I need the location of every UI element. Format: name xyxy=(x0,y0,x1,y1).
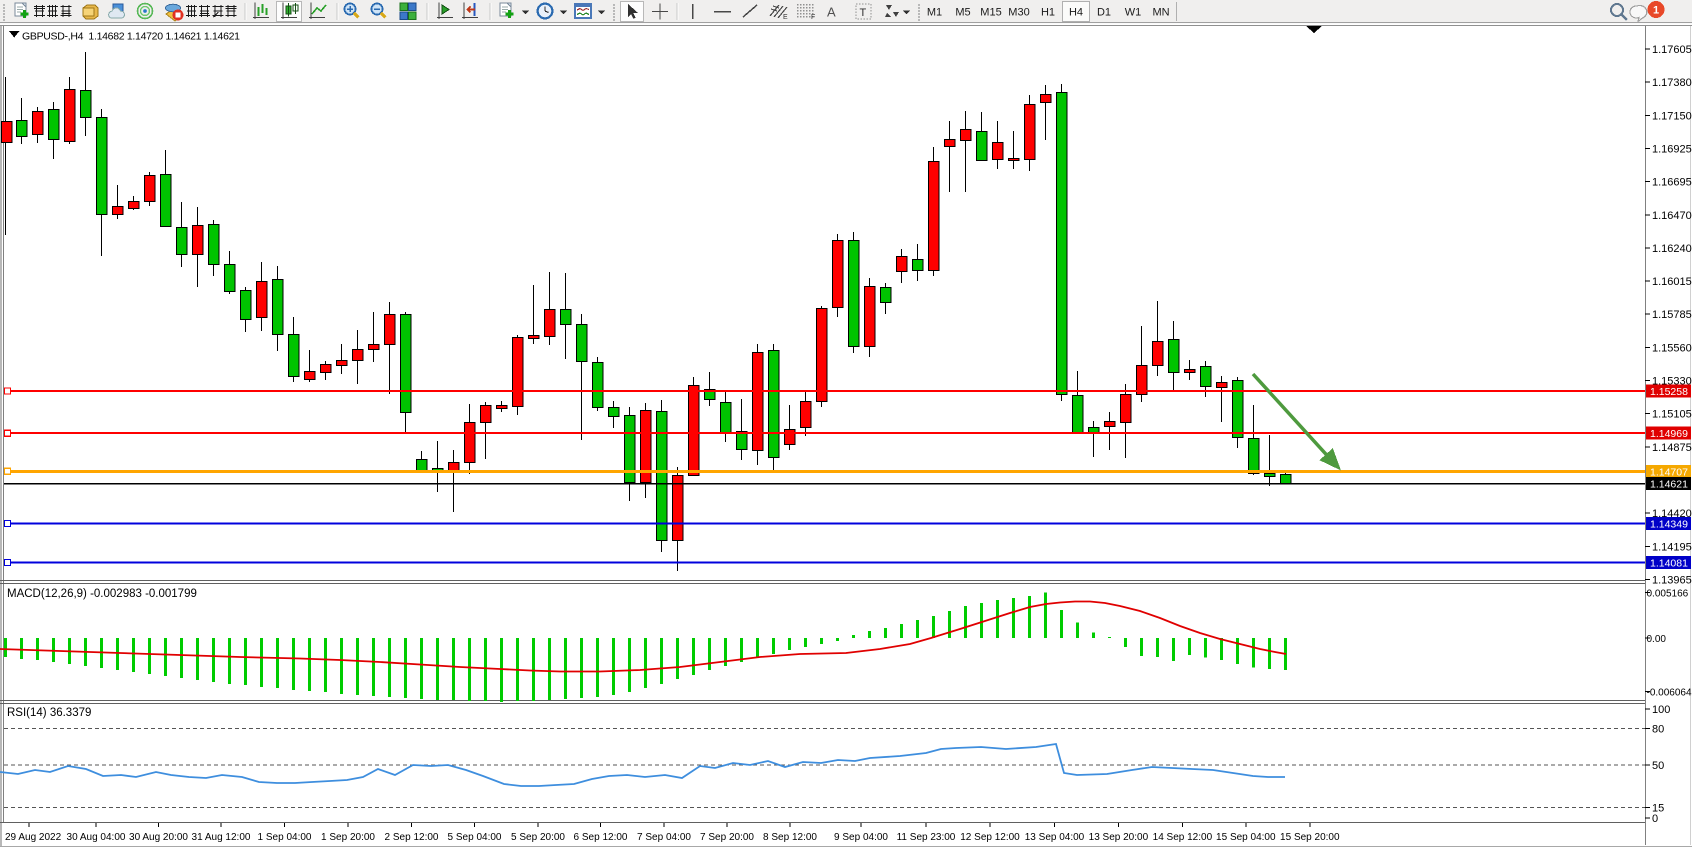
svg-text:F: F xyxy=(811,14,815,21)
svg-text:A: A xyxy=(827,5,836,20)
svg-text:D1: D1 xyxy=(1097,7,1111,19)
svg-text:1.16240: 1.16240 xyxy=(1652,243,1692,255)
svg-text:80: 80 xyxy=(1652,724,1664,736)
svg-text:1.15785: 1.15785 xyxy=(1652,309,1692,321)
svg-text:2 Sep 12:00: 2 Sep 12:00 xyxy=(385,832,439,843)
svg-text:1.16015: 1.16015 xyxy=(1652,276,1692,288)
svg-text:0.00: 0.00 xyxy=(1647,634,1667,645)
svg-text:30 Aug 04:00: 30 Aug 04:00 xyxy=(67,832,126,843)
svg-text:12 Sep 12:00: 12 Sep 12:00 xyxy=(960,832,1020,843)
svg-text:15 Sep 04:00: 15 Sep 04:00 xyxy=(1216,832,1276,843)
svg-text:5 Sep 04:00: 5 Sep 04:00 xyxy=(448,832,502,843)
svg-text:30 Aug 20:00: 30 Aug 20:00 xyxy=(129,832,188,843)
svg-text:100: 100 xyxy=(1652,704,1670,716)
svg-text:MN: MN xyxy=(1152,7,1169,19)
svg-text:H4: H4 xyxy=(1069,7,1083,19)
svg-text:M30: M30 xyxy=(1008,7,1029,19)
svg-text:1.15560: 1.15560 xyxy=(1652,342,1692,354)
svg-text:M1: M1 xyxy=(927,7,942,19)
svg-text:50: 50 xyxy=(1652,760,1664,772)
svg-text:1.15258: 1.15258 xyxy=(1650,386,1688,398)
svg-text:E: E xyxy=(783,14,788,21)
svg-text:W1: W1 xyxy=(1125,7,1142,19)
svg-text:GBPUSD-,H4 1.14682 1.14720 1.: GBPUSD-,H4 1.14682 1.14720 1.14621 1.146… xyxy=(22,31,240,43)
svg-text:0.005166: 0.005166 xyxy=(1647,589,1689,600)
svg-text:8 Sep 12:00: 8 Sep 12:00 xyxy=(763,832,817,843)
svg-text:M15: M15 xyxy=(980,7,1001,19)
svg-text:MACD(12,26,9) -0.002983 -0.001: MACD(12,26,9) -0.002983 -0.001799 xyxy=(7,588,197,600)
svg-text:1.16925: 1.16925 xyxy=(1652,143,1692,155)
svg-text:1.14081: 1.14081 xyxy=(1650,558,1688,570)
svg-text:1.17605: 1.17605 xyxy=(1652,44,1692,56)
svg-text:H1: H1 xyxy=(1041,7,1055,19)
svg-text:5 Sep 20:00: 5 Sep 20:00 xyxy=(511,832,565,843)
svg-text:RSI(14) 36.3379: RSI(14) 36.3379 xyxy=(7,707,91,719)
svg-text:1.14707: 1.14707 xyxy=(1650,466,1688,478)
svg-text:T: T xyxy=(860,7,867,19)
svg-text:1: 1 xyxy=(1653,5,1659,17)
svg-text:1 Sep 20:00: 1 Sep 20:00 xyxy=(321,832,375,843)
svg-text:7 Sep 20:00: 7 Sep 20:00 xyxy=(700,832,754,843)
svg-text:1.14969: 1.14969 xyxy=(1650,428,1688,440)
svg-text:6 Sep 12:00: 6 Sep 12:00 xyxy=(574,832,628,843)
svg-text:1.14875: 1.14875 xyxy=(1652,442,1692,454)
svg-text:0: 0 xyxy=(1652,813,1658,825)
svg-text:15 Sep 20:00: 15 Sep 20:00 xyxy=(1280,832,1340,843)
svg-text:1 Sep 04:00: 1 Sep 04:00 xyxy=(258,832,312,843)
svg-text:9 Sep 04:00: 9 Sep 04:00 xyxy=(834,832,888,843)
svg-text:15: 15 xyxy=(1652,802,1664,814)
svg-text:14 Sep 12:00: 14 Sep 12:00 xyxy=(1153,832,1213,843)
svg-text:29 Aug 2022: 29 Aug 2022 xyxy=(5,832,62,843)
svg-text:1.17380: 1.17380 xyxy=(1652,77,1692,89)
svg-text:1.13965: 1.13965 xyxy=(1652,574,1692,586)
svg-text:1.14621: 1.14621 xyxy=(1650,479,1688,491)
svg-text:1.15105: 1.15105 xyxy=(1652,409,1692,421)
svg-text:1.16695: 1.16695 xyxy=(1652,177,1692,189)
svg-text:31 Aug 12:00: 31 Aug 12:00 xyxy=(192,832,251,843)
svg-text:M5: M5 xyxy=(955,7,970,19)
svg-text:1.14349: 1.14349 xyxy=(1650,519,1688,531)
svg-text:1.17150: 1.17150 xyxy=(1652,110,1692,122)
svg-text:1.14195: 1.14195 xyxy=(1652,541,1692,553)
svg-text:13 Sep 20:00: 13 Sep 20:00 xyxy=(1089,832,1149,843)
svg-text:1.16470: 1.16470 xyxy=(1652,210,1692,222)
svg-text:7 Sep 04:00: 7 Sep 04:00 xyxy=(637,832,691,843)
svg-text:-0.006064: -0.006064 xyxy=(1647,687,1692,698)
svg-text:13 Sep 04:00: 13 Sep 04:00 xyxy=(1025,832,1085,843)
svg-text:11 Sep 23:00: 11 Sep 23:00 xyxy=(897,832,956,843)
